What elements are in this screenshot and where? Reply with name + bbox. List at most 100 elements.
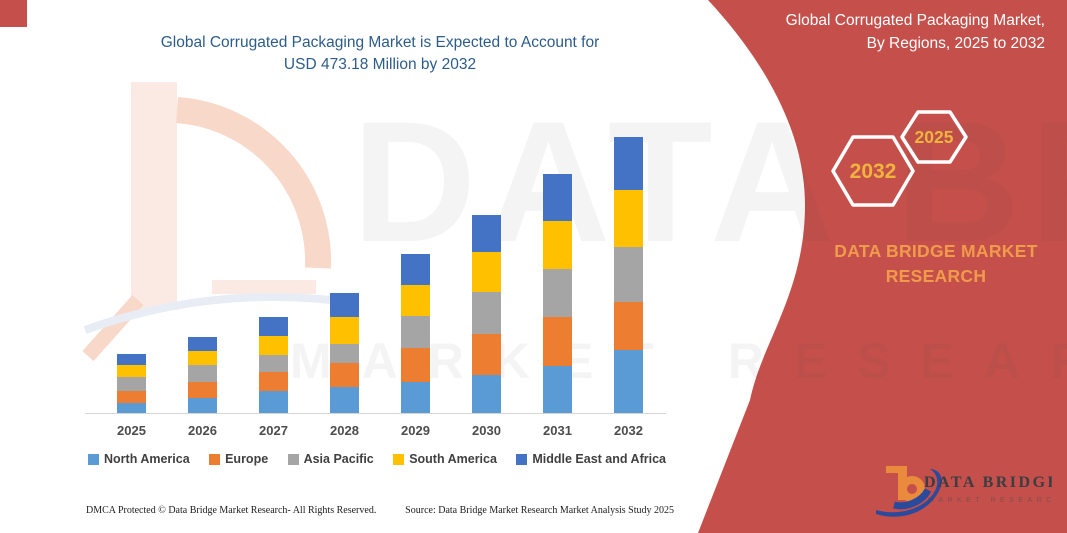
legend-label: North America: [104, 452, 190, 466]
legend-item-south-america: South America: [393, 452, 497, 466]
footer: DMCA Protected © Data Bridge Market Rese…: [86, 505, 674, 516]
bar-segment-europe: [188, 381, 217, 398]
bar-segment-asia-pacific: [117, 376, 146, 391]
legend-label: Europe: [225, 452, 269, 466]
panel-title-line2: By Regions, 2025 to 2032: [866, 35, 1045, 52]
hexagon-2032-label: 2032: [850, 160, 897, 183]
legend-swatch: [516, 453, 528, 465]
bar-segment-asia-pacific: [543, 268, 572, 318]
bar-2030: [451, 214, 522, 413]
x-axis-line: [85, 413, 666, 414]
bar-segment-europe: [117, 390, 146, 403]
bar-segment-asia-pacific: [472, 292, 501, 335]
x-axis-label-2032: 2032: [614, 423, 643, 438]
x-axis-label-2028: 2028: [330, 423, 359, 438]
bar-segment-asia-pacific: [259, 354, 288, 372]
logo-text-line1: DATA BRIDGE: [924, 474, 1052, 491]
hexagon-2032-icon: [831, 135, 915, 207]
bar-segment-middle-east-and-africa: [401, 254, 430, 286]
bar-2026: [167, 336, 238, 413]
x-axis-label-2030: 2030: [472, 423, 501, 438]
bar-segment-middle-east-and-africa: [259, 317, 288, 336]
bar-segment-south-america: [330, 317, 359, 344]
bar-segment-asia-pacific: [188, 364, 217, 382]
bar-segment-north-america: [472, 374, 501, 413]
legend-label: Middle East and Africa: [532, 452, 666, 466]
bar-2031: [522, 174, 593, 413]
panel-title-line1: Global Corrugated Packaging Market,: [785, 12, 1045, 29]
footer-source-text: Source: Data Bridge Market Research Mark…: [405, 505, 674, 516]
bar-segment-europe: [614, 302, 643, 350]
data-bridge-logo-icon: [876, 466, 942, 517]
bar-2029: [380, 254, 451, 413]
hexagon-badges: 2032 2025: [831, 110, 968, 207]
x-axis-label-2027: 2027: [259, 423, 288, 438]
legend-swatch: [287, 453, 299, 465]
footer-dmca-text: DMCA Protected © Data Bridge Market Rese…: [86, 505, 377, 516]
corner-accent-square: [0, 0, 27, 27]
brand-text-line2: RESEARCH: [885, 266, 987, 286]
x-axis-labels: 2025 2026 2027 2028 2029 2030 2031 2032: [96, 423, 664, 438]
bar-segment-europe: [330, 362, 359, 387]
bar-segment-middle-east-and-africa: [330, 293, 359, 318]
bar-segment-europe: [401, 347, 430, 382]
x-axis-label-2029: 2029: [401, 423, 430, 438]
bar-segment-asia-pacific: [330, 343, 359, 363]
bar-segment-north-america: [117, 402, 146, 413]
x-axis-label-2026: 2026: [188, 423, 217, 438]
legend-label: South America: [409, 452, 497, 466]
bar-2025: [96, 353, 167, 413]
bar-segment-middle-east-and-africa: [188, 336, 217, 351]
chart-title-line1: Global Corrugated Packaging Market is Ex…: [160, 34, 600, 51]
logo-text-line2: MARKET RESEARCH: [928, 497, 1052, 504]
bar-segment-north-america: [330, 386, 359, 413]
bar-segment-north-america: [543, 365, 572, 413]
legend: North America Europe Asia Pacific South Ame…: [88, 452, 666, 466]
bar-2032: [593, 136, 664, 413]
bar-segment-south-america: [401, 285, 430, 317]
bar-segment-europe: [543, 317, 572, 366]
data-bridge-logo: DATA BRIDGE MARKET RESEARCH: [876, 466, 1052, 517]
brand-text-line1: DATA BRIDGE MARKET: [834, 241, 1038, 261]
bar-segment-middle-east-and-africa: [117, 353, 146, 365]
legend-swatch: [209, 453, 221, 465]
bar-segment-europe: [472, 334, 501, 375]
bar-segment-south-america: [188, 350, 217, 365]
legend-label: Asia Pacific: [303, 452, 374, 466]
brand-text: DATA BRIDGE MARKET RESEARCH: [790, 239, 1067, 289]
legend-item-europe: Europe: [209, 452, 268, 466]
x-axis-label-2025: 2025: [117, 423, 146, 438]
hexagon-2025-label: 2025: [915, 127, 954, 147]
bar-segment-north-america: [188, 397, 217, 413]
chart-title-line2: USD 473.18 Million by 2032: [283, 56, 477, 73]
bar-segment-south-america: [472, 251, 501, 293]
hexagon-2025-icon: [900, 110, 968, 164]
bar-segment-middle-east-and-africa: [614, 136, 643, 191]
legend-item-middle-east-and-africa: Middle East and Africa: [516, 452, 666, 466]
bar-segment-north-america: [614, 349, 643, 413]
chart-title: Global Corrugated Packaging Market is Ex…: [85, 32, 675, 76]
bar-2028: [309, 293, 380, 413]
bars-area: [96, 125, 664, 413]
red-panel-path: [698, 0, 1067, 533]
bar-segment-asia-pacific: [401, 316, 430, 348]
bar-segment-south-america: [259, 335, 288, 355]
legend-swatch: [88, 453, 99, 465]
bar-segment-middle-east-and-africa: [543, 174, 572, 222]
bar-segment-north-america: [401, 381, 430, 413]
bar-segment-north-america: [259, 390, 288, 413]
legend-item-asia-pacific: Asia Pacific: [287, 452, 374, 466]
legend-item-north-america: North America: [88, 452, 190, 466]
panel-title: Global Corrugated Packaging Market, By R…: [725, 9, 1045, 55]
bar-2027: [238, 317, 309, 413]
bar-segment-south-america: [614, 190, 643, 247]
bar-segment-europe: [259, 371, 288, 391]
bar-segment-asia-pacific: [614, 246, 643, 303]
x-axis-label-2031: 2031: [543, 423, 572, 438]
bar-segment-south-america: [543, 221, 572, 269]
bar-segment-middle-east-and-africa: [472, 214, 501, 252]
legend-swatch: [393, 453, 405, 465]
bar-segment-south-america: [117, 364, 146, 377]
